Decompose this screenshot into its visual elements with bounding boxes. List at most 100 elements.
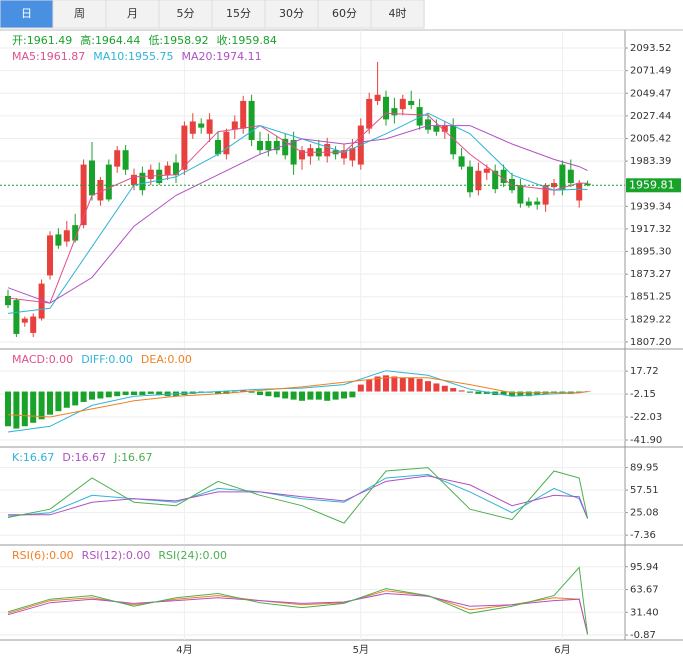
legend-name: DIFF:: [81, 353, 108, 366]
candle-body: [30, 316, 37, 333]
legend-value: 1961.87: [40, 50, 86, 63]
candle-body: [483, 168, 490, 173]
macd-bar: [416, 378, 423, 392]
y-tick-label: 89.95: [630, 463, 659, 474]
candle-body: [231, 121, 238, 130]
candle-body: [131, 174, 137, 186]
macd-bar: [391, 376, 398, 392]
candle-body: [21, 318, 28, 323]
macd-bar: [290, 391, 297, 400]
macd-bar: [374, 376, 381, 392]
tab[interactable]: [264, 0, 319, 29]
macd-bar: [517, 391, 524, 397]
macd-bar: [441, 385, 448, 392]
series-line: [7, 566, 589, 635]
series-line: [7, 370, 588, 433]
macd-bar: [240, 390, 247, 392]
legend-value: 0.00: [202, 549, 227, 562]
legend-value: 0.00: [126, 549, 151, 562]
macd-bar: [164, 391, 171, 397]
candle-body: [47, 235, 53, 276]
macd-bar: [13, 391, 20, 429]
macd-bar: [38, 391, 45, 420]
macd-bar: [273, 391, 280, 398]
legend-item: MA10:1955.75: [93, 50, 173, 63]
legend-item: MACD:0.00: [12, 353, 73, 366]
macd-bar: [80, 391, 87, 402]
candle-body: [223, 131, 230, 155]
macd-bar: [467, 391, 473, 393]
y-tick-label: 17.72: [630, 366, 659, 377]
legend-value: 0.00: [108, 353, 133, 366]
candle-body: [433, 125, 440, 132]
macd-bar: [357, 384, 364, 392]
legend-value: 0.00: [49, 549, 74, 562]
legend-value: 16.67: [75, 451, 107, 464]
candle-body: [576, 183, 583, 201]
macd-bar: [458, 390, 465, 392]
candle-body: [72, 225, 79, 241]
macd-bar: [156, 391, 163, 396]
candle-body: [248, 100, 255, 140]
macd-bar: [475, 391, 482, 394]
macd-bar: [324, 391, 331, 401]
tab[interactable]: [211, 0, 266, 29]
y-tick-label: 1895.30: [630, 247, 671, 258]
macd-bar: [315, 391, 322, 400]
legend-item: MA20:1974.11: [181, 50, 261, 63]
legend-value: 1974.11: [216, 50, 262, 63]
y-tick-label: 1807.20: [630, 337, 671, 348]
tab-label: 30分: [279, 7, 304, 20]
macd-bar: [450, 388, 457, 392]
legend-name: RSI(12):: [82, 549, 126, 562]
y-tick-label: 2005.42: [630, 133, 671, 144]
x-tick-label: 6月: [554, 644, 570, 656]
tab[interactable]: [370, 0, 425, 29]
legend-name: K:: [12, 451, 23, 464]
candle-body: [147, 169, 154, 179]
y-tick-label: 2049.47: [630, 88, 671, 99]
legend-name: RSI(6):: [12, 549, 49, 562]
macd-bar: [341, 391, 347, 399]
macd-bar: [282, 391, 289, 399]
macd-bar: [131, 391, 137, 396]
candle-body: [416, 107, 423, 126]
legend-item: J:16.67: [113, 451, 152, 464]
legend-name: 收:: [217, 33, 232, 47]
candle-body: [366, 98, 373, 129]
candle-body: [534, 201, 541, 205]
macd-bar: [349, 391, 356, 398]
y-tick-label: 1873.27: [630, 269, 671, 280]
macd-bar: [105, 391, 112, 398]
y-tick-label: 25.08: [630, 508, 659, 519]
tab[interactable]: [0, 0, 54, 29]
candle-body: [492, 170, 499, 190]
tab-label: 周: [74, 7, 85, 20]
y-tick-label: 1851.25: [630, 292, 671, 303]
series-line: [7, 125, 588, 304]
y-tick-label: 1917.32: [630, 224, 671, 235]
legend-name: MACD:: [12, 353, 49, 366]
series-line: [7, 112, 588, 314]
candle-body: [299, 150, 305, 160]
candle-body: [467, 166, 473, 193]
candle-body: [13, 300, 20, 334]
tab[interactable]: [52, 0, 107, 29]
macd-bar: [97, 391, 104, 399]
candle-body: [290, 139, 297, 165]
candle-body: [408, 100, 415, 106]
tab-label: 15分: [226, 7, 251, 20]
candle-body: [391, 108, 398, 116]
macd-bar: [525, 391, 532, 397]
macd-bar: [5, 391, 11, 427]
candle-body: [206, 119, 213, 134]
macd-bar: [139, 391, 146, 396]
macd-bar: [257, 391, 263, 396]
candle-body: [181, 125, 188, 170]
legend-name: MA20:: [181, 50, 216, 63]
candle-body: [240, 100, 247, 129]
tab[interactable]: [317, 0, 372, 29]
tab[interactable]: [105, 0, 160, 29]
candle-body: [500, 169, 507, 184]
